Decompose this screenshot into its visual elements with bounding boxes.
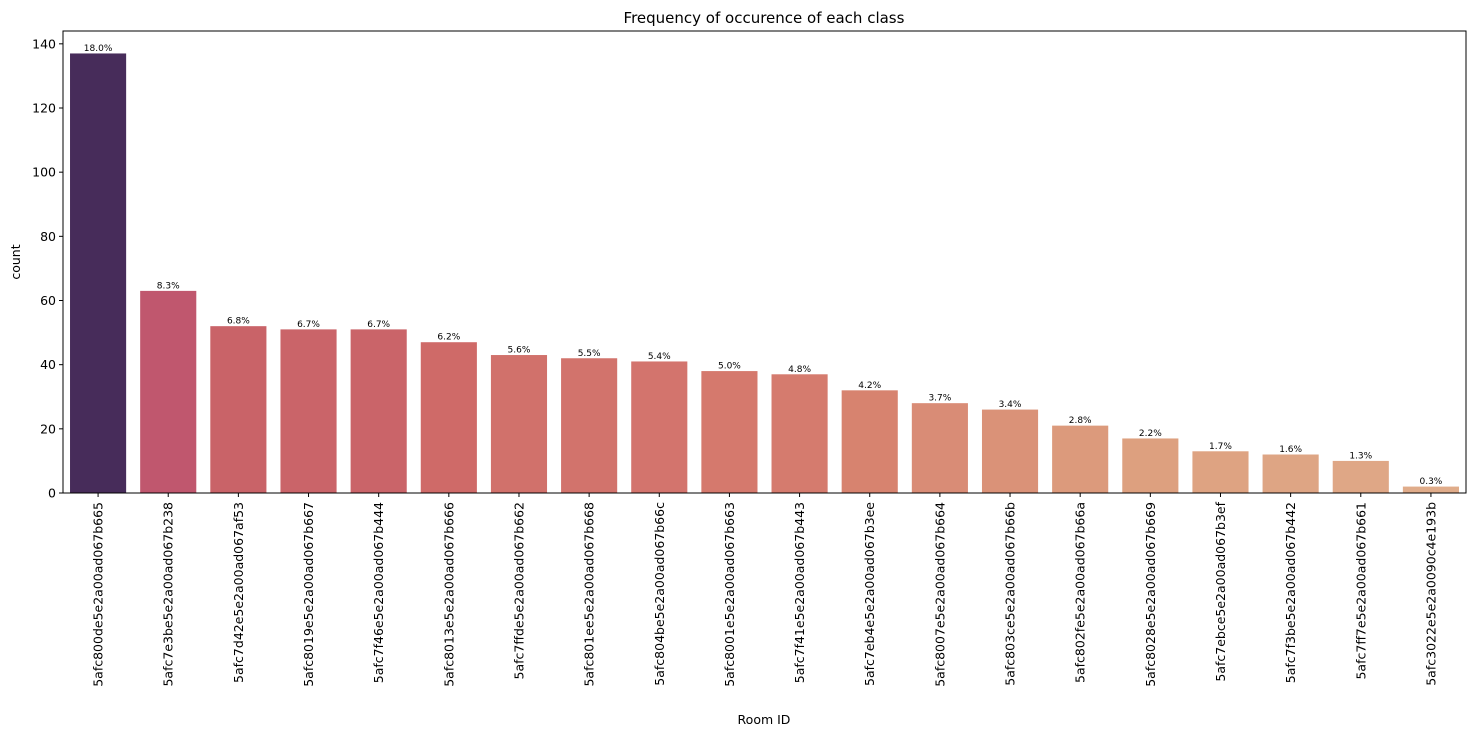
bar-data-label: 6.7%	[297, 320, 320, 330]
x-tick-label: 5afc7f46e5e2a00ad067b444	[371, 502, 386, 683]
bar-data-label: 8.3%	[157, 281, 180, 291]
bar	[490, 355, 548, 493]
y-tick-label: 40	[40, 357, 56, 372]
plot-area: 18.0% 5afc800de5e2a00ad067b665 8.3% 5afc7e3…	[32, 30, 1467, 687]
x-axis-label: Room ID	[738, 712, 791, 727]
bar-data-label: 3.4%	[999, 400, 1022, 410]
bar	[350, 329, 407, 494]
bar-data-label: 1.6%	[1279, 445, 1302, 455]
bar	[420, 342, 477, 493]
bar	[70, 53, 127, 494]
x-tick-label: 5afc8028e5e2a00ad067b669	[1143, 502, 1158, 687]
bar	[280, 329, 337, 494]
bar	[771, 374, 828, 493]
bar	[1332, 460, 1389, 493]
x-tick-label: 5afc8001e5e2a00ad067b663	[722, 502, 737, 687]
bar	[1262, 454, 1319, 493]
x-tick-label: 5afc801ee5e2a00ad067b668	[582, 502, 597, 687]
bar	[140, 290, 197, 494]
y-tick-label: 0	[48, 486, 56, 501]
x-tick-label: 5afc7f41e5e2a00ad067b443	[792, 502, 807, 683]
x-tick-label: 5afc7ff7e5e2a00ad067b661	[1353, 502, 1368, 680]
x-tick-label: 5afc7d42e5e2a00ad067af53	[231, 502, 246, 683]
bar-data-label: 5.0%	[718, 362, 741, 372]
bar	[841, 390, 898, 493]
chart-title: Frequency of occurence of each class	[624, 9, 905, 27]
x-tick-label: 5afc8013e5e2a00ad067b666	[441, 502, 456, 687]
bar-data-label: 2.8%	[1069, 416, 1092, 426]
x-tick-label: 5afc7e3be5e2a00ad067b238	[161, 502, 176, 687]
x-tick-label: 5afc802fe5e2a00ad067b66a	[1073, 502, 1088, 683]
bar-data-label: 3.7%	[928, 394, 951, 404]
bar-data-label: 4.8%	[788, 365, 811, 375]
y-tick-label: 140	[32, 36, 56, 51]
bar-data-label: 0.3%	[1419, 477, 1442, 487]
x-tick-label: 5afc804be5e2a00ad067b66c	[652, 502, 667, 686]
y-tick-label: 20	[40, 421, 56, 436]
y-tick-label: 60	[40, 293, 56, 308]
axes-frame	[62, 30, 1467, 494]
bar-data-label: 6.7%	[367, 320, 390, 330]
x-tick-label: 5afc803ce5e2a00ad067b66b	[1003, 502, 1018, 686]
bar-data-label: 6.2%	[437, 333, 460, 343]
bar	[1402, 486, 1459, 493]
bar	[701, 371, 758, 493]
x-tick-label: 5afc7ebce5e2a00ad067b3ef	[1213, 501, 1228, 681]
bar-data-label: 4.2%	[858, 381, 881, 391]
bar	[1192, 451, 1249, 493]
bar-data-label: 18.0%	[84, 44, 113, 54]
bar-data-label: 5.6%	[508, 346, 531, 356]
y-axis-label: count	[8, 244, 23, 279]
bar-data-label: 2.2%	[1139, 429, 1162, 439]
y-tick-label: 100	[32, 165, 56, 180]
bar-data-label: 5.4%	[648, 352, 671, 362]
bar-data-label: 1.3%	[1349, 451, 1372, 461]
bar	[631, 361, 688, 493]
y-tick-label: 120	[32, 101, 56, 116]
x-tick-label: 5afc8019e5e2a00ad067b667	[301, 502, 316, 687]
bar	[911, 403, 968, 493]
x-tick-label: 5afc7eb4e5e2a00ad067b3ee	[862, 502, 877, 686]
bar	[561, 358, 618, 493]
bar	[1052, 425, 1109, 494]
bar	[1122, 438, 1179, 493]
x-tick-label: 5afc7f3be5e2a00ad067b442	[1283, 502, 1298, 683]
bar-data-label: 6.8%	[227, 317, 250, 327]
x-tick-label: 5afc7ffde5e2a00ad067b662	[511, 502, 526, 679]
x-tick-label: 5afc800de5e2a00ad067b665	[91, 502, 106, 687]
x-tick-label: 5afc8007e5e2a00ad067b664	[932, 502, 947, 687]
y-tick-label: 80	[40, 229, 56, 244]
bar-data-label: 5.5%	[578, 349, 601, 359]
bar-data-label: 1.7%	[1209, 442, 1232, 452]
bar	[981, 409, 1039, 493]
x-tick-label: 5afc3022e5e2a0090c4e193b	[1423, 502, 1438, 686]
bar	[210, 326, 267, 493]
